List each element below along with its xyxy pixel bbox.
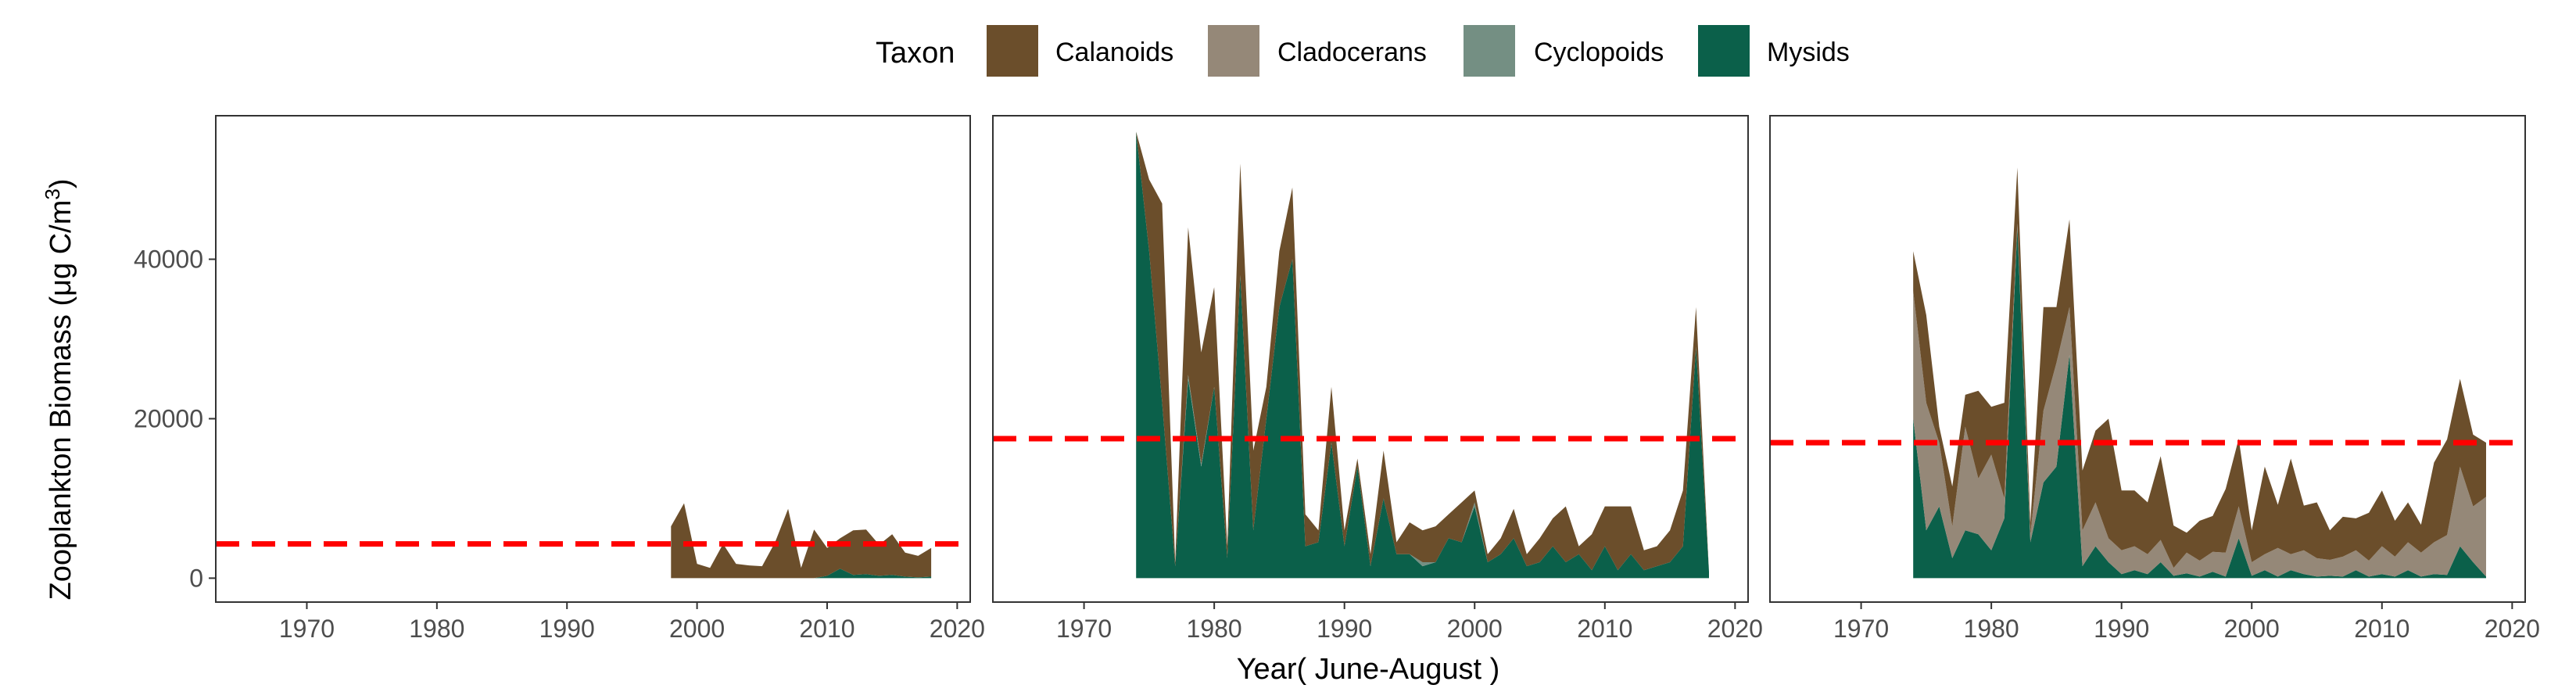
panel-3: 1970 1980 1990 2000 2010 2020 [1769, 115, 2540, 643]
legend-swatch-mysids [1698, 25, 1750, 77]
x-axis-label: Year( June-August ) [1237, 653, 1500, 686]
panel-plot-area [216, 503, 970, 579]
x-tick-label: 1990 [539, 615, 595, 643]
y-tick-label: 20000 [134, 404, 203, 432]
legend: Taxon Calanoids Cladocerans Cyclopoids M… [876, 25, 1850, 77]
panel-1: 1970 1980 1990 2000 2010 2020 0 20000 40000 [134, 115, 985, 643]
y-axis-label-superscript: 3 [41, 188, 64, 199]
legend-title: Taxon [876, 37, 955, 70]
legend-swatch-calanoids [987, 25, 1038, 77]
y-tick-label: 0 [189, 564, 203, 592]
legend-label-cladocerans: Cladocerans [1277, 38, 1427, 67]
x-tick-label: 2010 [799, 615, 854, 643]
x-tick-label: 2000 [669, 615, 725, 643]
area-calanoids-panel-3 [1913, 167, 2486, 568]
legend-swatch-cladocerans [1208, 25, 1259, 77]
panel-2: 1970 1980 1990 2000 2010 2020 [992, 115, 1763, 643]
x-tick-label: 1970 [1056, 615, 1112, 643]
area-mysids-panel-3 [1913, 227, 2486, 579]
y-axis-label-close: ) [45, 179, 77, 189]
x-tick-label: 1970 [279, 615, 335, 643]
panel-plot-area [993, 131, 1748, 579]
panel-border-3 [1769, 115, 2526, 603]
x-tick-label: 1990 [1317, 615, 1372, 643]
legend-label-cyclopoids: Cyclopoids [1534, 38, 1664, 67]
x-tick-label: 1980 [1964, 615, 2019, 643]
panel-border-2 [992, 115, 1749, 603]
x-tick-label: 2020 [1707, 615, 1763, 643]
x-tick-label: 1970 [1833, 615, 1889, 643]
x-tick-label: 2000 [1447, 615, 1503, 643]
x-tick-label: 1980 [409, 615, 464, 643]
x-tick-label: 2020 [930, 615, 985, 643]
legend-label-mysids: Mysids [1767, 38, 1850, 67]
y-axis-label-text: Zooplankton Biomass (μg C/m [45, 200, 77, 601]
y-tick-label: 40000 [134, 246, 203, 274]
area-mysids-panel-1 [671, 568, 932, 579]
legend-swatch-cyclopoids [1464, 25, 1515, 77]
x-tick-label: 2000 [2224, 615, 2280, 643]
x-tick-label: 2010 [1577, 615, 1632, 643]
panel-border-1 [215, 115, 971, 603]
panel-plot-area [1770, 167, 2525, 579]
x-tick-label: 2010 [2354, 615, 2409, 643]
y-axis-label: Zooplankton Biomass (μg C/m3) [41, 179, 77, 601]
x-tick-label: 1980 [1187, 615, 1242, 643]
legend-label-calanoids: Calanoids [1055, 38, 1173, 67]
area-calanoids-panel-1 [671, 503, 932, 579]
area-mysids-panel-2 [1136, 131, 1709, 579]
x-tick-label: 2020 [2485, 615, 2540, 643]
x-tick-label: 1990 [2094, 615, 2149, 643]
